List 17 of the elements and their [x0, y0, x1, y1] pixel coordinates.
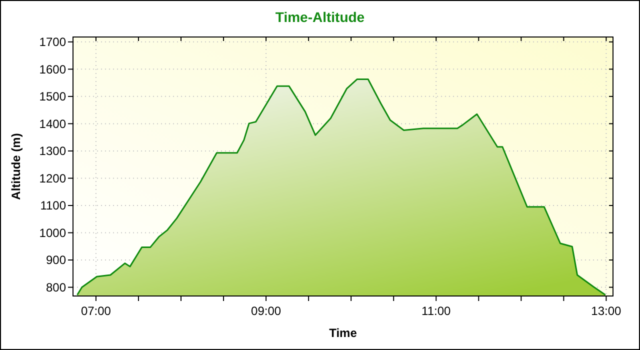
x-axis-title: Time	[329, 326, 358, 340]
x-tick-label: 11:00	[422, 304, 452, 318]
x-tick-label: 13:00	[591, 304, 622, 318]
x-tick-label: 07:00	[80, 304, 112, 318]
y-tick-label: 1200	[39, 171, 66, 186]
y-tick-label: 1000	[39, 226, 66, 240]
y-axis-title: Altitude (m)	[9, 133, 23, 200]
y-tick-label: 800	[46, 280, 66, 294]
y-tick-label: 1600	[39, 62, 66, 76]
y-tick-label: 1400	[39, 116, 66, 131]
chart-title: Time-Altitude	[275, 9, 365, 25]
y-tick-label: 1500	[39, 90, 66, 104]
x-tick-label: 09:00	[251, 304, 282, 318]
y-tick-label: 900	[46, 253, 66, 268]
y-tick-label: 1300	[39, 144, 66, 158]
y-tick-label: 1100	[40, 198, 66, 213]
y-tick-label: 1700	[39, 35, 66, 50]
